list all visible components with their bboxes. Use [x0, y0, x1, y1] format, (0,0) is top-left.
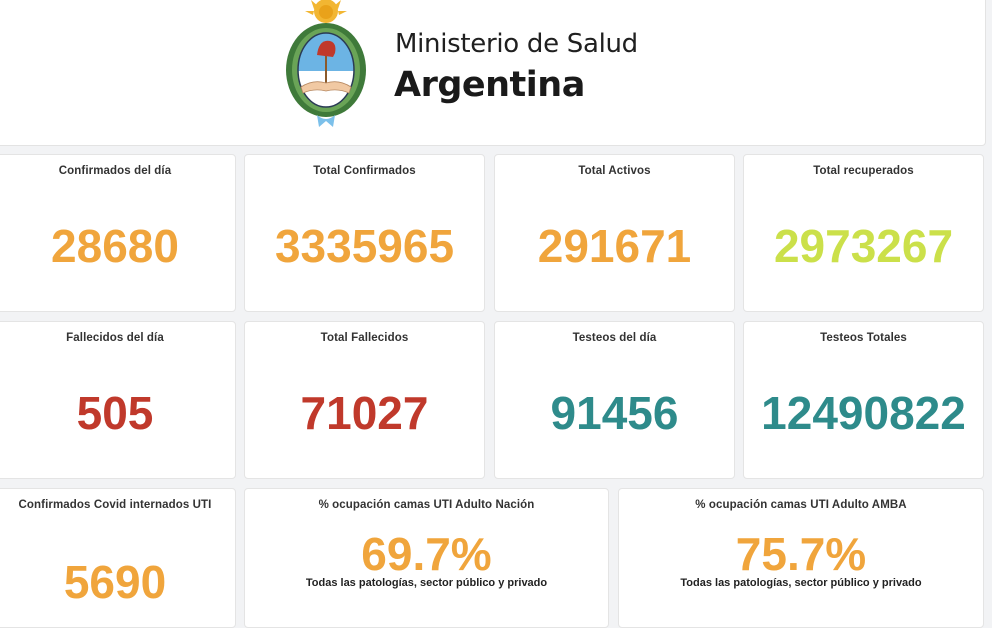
card-tests-day: Testeos del día 91456: [494, 321, 735, 479]
card-label: Total Fallecidos: [320, 332, 409, 344]
card-label: Total Confirmados: [313, 165, 416, 177]
card-icu-occupancy-nation: % ocupación camas UTI Adulto Nación 69.7…: [244, 488, 609, 628]
card-total-active: Total Activos 291671: [494, 154, 735, 312]
card-value: 28680: [51, 220, 179, 272]
card-label: Confirmados del día: [58, 165, 172, 177]
card-total-recovered: Total recuperados 2973267: [743, 154, 984, 312]
card-total-confirmed: Total Confirmados 3335965: [244, 154, 485, 312]
ministry-title: Ministerio de Salud: [395, 29, 638, 59]
card-deaths-day: Fallecidos del día 505: [0, 321, 236, 479]
card-icu-covid: Confirmados Covid internados UTI 5690: [0, 488, 236, 628]
argentina-coat-of-arms-icon: [286, 0, 366, 127]
card-icu-occupancy-amba: % ocupación camas UTI Adulto AMBA 75.7% …: [618, 488, 984, 628]
country-title: Argentina: [394, 65, 585, 105]
card-value: 69.7%: [361, 528, 492, 580]
card-label: Total recuperados: [813, 165, 914, 177]
card-total-deaths: Total Fallecidos 71027: [244, 321, 485, 479]
card-value: 71027: [300, 387, 429, 439]
card-label: % ocupación camas UTI Adulto AMBA: [695, 499, 907, 511]
card-value: 291671: [537, 220, 692, 272]
card-confirmed-day: Confirmados del día 28680: [0, 154, 236, 312]
card-value: 505: [76, 387, 154, 439]
card-value: 91456: [550, 387, 679, 439]
header-banner: Ministerio de Salud Argentina: [0, 0, 986, 146]
card-value: 5690: [63, 556, 167, 608]
card-label: Testeos Totales: [820, 332, 907, 344]
card-label: Confirmados Covid internados UTI: [18, 499, 212, 511]
card-value: 2973267: [773, 220, 954, 272]
card-subtitle: Todas las patologías, sector público y p…: [305, 577, 548, 589]
card-value: 3335965: [274, 220, 455, 272]
card-value: 75.7%: [735, 528, 867, 580]
card-total-tests: Testeos Totales 12490822: [743, 321, 984, 479]
card-label: Total Activos: [578, 165, 651, 177]
card-label: Testeos del día: [572, 332, 657, 344]
card-label: % ocupación camas UTI Adulto Nación: [318, 499, 535, 511]
card-value: 12490822: [761, 387, 966, 439]
card-subtitle: Todas las patologías, sector público y p…: [680, 577, 922, 589]
card-label: Fallecidos del día: [66, 332, 164, 344]
